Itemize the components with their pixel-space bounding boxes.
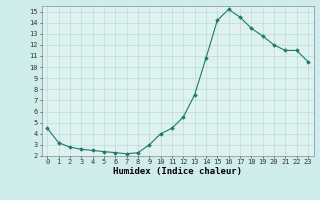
X-axis label: Humidex (Indice chaleur): Humidex (Indice chaleur) [113,167,242,176]
